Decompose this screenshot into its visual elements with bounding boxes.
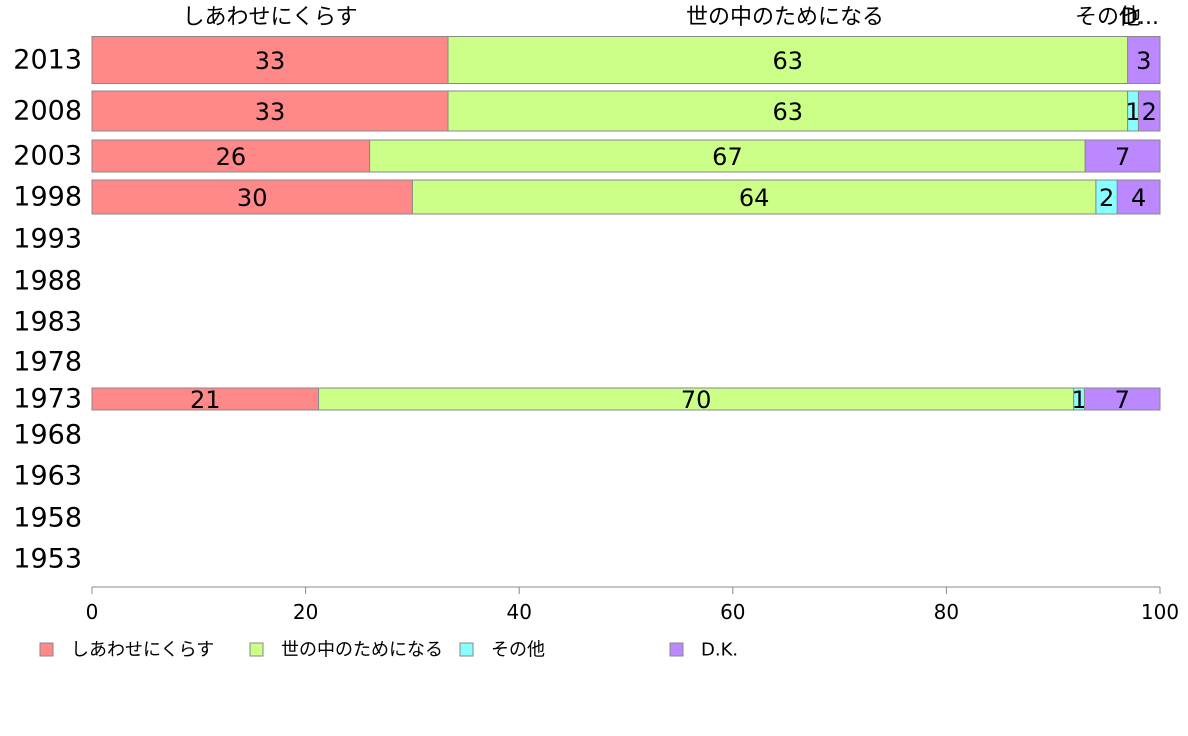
y-tick-label: 1973 — [13, 384, 82, 415]
legend-label: しあわせにくらす — [71, 640, 214, 661]
x-tick-label: 80 — [934, 600, 959, 624]
bar-segment — [91, 90, 449, 132]
x-tick-label: 60 — [720, 600, 745, 624]
y-tick-label: 2013 — [13, 45, 82, 76]
y-tick-label: 2003 — [13, 141, 82, 172]
data-label: 2 — [1142, 98, 1157, 126]
column-header: その他 — [1075, 5, 1141, 30]
bar-segment — [1116, 179, 1161, 215]
legend-label: 世の中のためになる — [281, 640, 443, 661]
legend: しあわせにくらす 世の中のためになる その他 D.K. — [39, 640, 738, 661]
y-tick-label: 1998 — [13, 182, 82, 213]
data-label: 64 — [739, 184, 770, 212]
y-tick-label: 1993 — [13, 224, 82, 255]
x-axis: 0 20 40 60 80 100 — [86, 586, 1179, 624]
column-header: しあわせにくらす — [182, 5, 357, 30]
bar-segment — [1084, 139, 1161, 173]
data-label: 67 — [712, 143, 743, 171]
legend-swatch — [249, 642, 264, 657]
data-label: 63 — [773, 47, 804, 75]
column-headers: しあわせにくらす 世の中のためになる その他D... — [182, 5, 1159, 30]
bar-segment — [1083, 387, 1161, 411]
data-label: 33 — [255, 47, 286, 75]
bar-segment — [447, 36, 1129, 84]
legend-swatch — [39, 642, 54, 657]
data-label: 70 — [681, 386, 712, 414]
y-tick-label: 1978 — [13, 347, 82, 378]
data-label: 1 — [1071, 386, 1086, 414]
data-label: 21 — [190, 386, 221, 414]
bar-segment — [91, 36, 449, 84]
legend-label: その他 — [491, 640, 545, 661]
y-tick-label: 1953 — [13, 544, 82, 575]
data-label: 2 — [1099, 184, 1114, 212]
data-label: 63 — [773, 98, 804, 126]
bar-segment — [411, 179, 1097, 215]
x-tick-label: 0 — [86, 600, 99, 624]
data-label: 7 — [1115, 386, 1130, 414]
y-tick-label: 2008 — [13, 96, 82, 127]
data-label: 3 — [1136, 47, 1151, 75]
x-tick-label: 40 — [506, 600, 531, 624]
bar-segment — [1127, 36, 1161, 84]
bars: 33 63 333 63 1 226 67 730 64 2 421 70 1 7 — [91, 36, 1161, 414]
y-tick-label: 1983 — [13, 307, 82, 338]
legend-swatch — [459, 642, 474, 657]
y-tick-label: 1963 — [13, 461, 82, 492]
legend-swatch — [669, 642, 684, 657]
data-label: 33 — [255, 98, 286, 126]
bar-segment — [1137, 90, 1161, 132]
y-tick-label: 1968 — [13, 420, 82, 451]
x-tick-label: 20 — [293, 600, 318, 624]
bar-segment — [447, 90, 1129, 132]
x-tick-label: 100 — [1141, 600, 1179, 624]
column-header: D... — [1121, 5, 1159, 30]
legend-label: D.K. — [701, 640, 738, 661]
data-label: 7 — [1115, 143, 1130, 171]
data-label: 1 — [1125, 98, 1140, 126]
y-axis-tick-labels: 2013 2008 2003 1998 1993 1988 1983 1978 1973 1968… — [13, 45, 82, 575]
y-tick-label: 1988 — [13, 266, 82, 297]
data-label: 26 — [216, 143, 247, 171]
y-tick-label: 1958 — [13, 503, 82, 534]
column-header: 世の中のためになる — [686, 5, 884, 30]
data-label: 4 — [1131, 184, 1146, 212]
data-label: 30 — [237, 184, 268, 212]
bar-segment — [91, 139, 371, 173]
